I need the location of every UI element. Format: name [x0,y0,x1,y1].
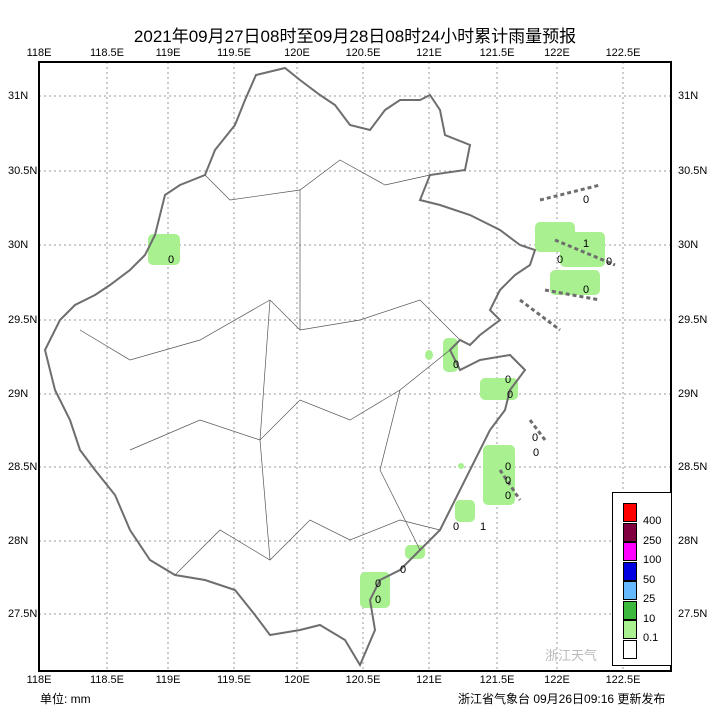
rain-area [425,350,433,360]
lon-tick-label: 120E [284,47,310,59]
lat-tick-label: 29.5N [8,314,38,326]
province-boundary [43,66,537,668]
lon-tick-label: 119.5E [216,674,252,686]
rain-area [148,234,180,265]
rain-value-label: 0 [505,490,511,502]
legend-swatch [623,561,637,581]
lat-tick-label: 31N [678,90,699,102]
city-boundary [79,299,461,361]
legend-label: 0.1 [643,632,659,644]
lat-tick-label: 30.5N [678,165,708,177]
lon-tick-label: 118E [26,674,52,686]
city-boundary [379,389,421,551]
lat-tick-label: 27.5N [678,608,708,620]
lon-tick-label: 121.5E [479,47,515,59]
rain-value-label: 0 [375,594,381,606]
rain-area [560,232,605,267]
lon-tick-label: 120E [284,674,310,686]
legend-swatch [623,600,637,620]
lon-tick-label: 120.5E [345,674,381,686]
rain-value-label: 0 [505,374,511,386]
lon-tick-label: 118.5E [89,47,125,59]
rain-value-label: 0 [453,521,459,533]
lon-tick-label: 119E [155,47,181,59]
legend-swatch [623,620,637,639]
map-frame [38,61,672,672]
lat-tick-label: 27.5N [8,608,38,620]
lat-tick-label: 30.5N [8,165,38,177]
lon-tick-label: 121.5E [479,674,515,686]
rain-value-label: 0 [507,389,513,401]
lat-tick-label: 29N [678,388,699,400]
rain-area [483,445,515,505]
lat-tick-label: 31N [8,90,29,102]
legend-swatch [623,503,637,522]
lon-tick-label: 122E [544,47,570,59]
legend-swatch [623,542,637,561]
island [539,183,601,202]
rain-value-label: 1 [480,521,486,533]
lat-tick-label: 30N [8,239,29,251]
rain-value-label: 0 [505,461,511,473]
rain-value-label: 0 [453,359,459,371]
lon-tick-label: 119.5E [216,47,252,59]
rain-area [490,388,500,398]
unit-label: 单位: mm [40,692,91,706]
rain-area [405,545,425,559]
issuer-text: 浙江省气象台 09月26日09:16 更新发布 [458,692,666,706]
legend: 400 250 100 50 25 10 0.1 [612,492,672,666]
rain-area [455,500,475,522]
lat-tick-label: 28.5N [678,461,708,473]
legend-label: 100 [643,554,662,566]
lat-tick-label: 30N [678,239,699,251]
rain-value-label: 0 [606,256,612,268]
lat-tick-label: 28N [8,535,29,547]
legend-swatch [623,522,637,542]
rain-value-label: 0 [583,194,589,206]
lon-tick-label: 121E [416,47,442,59]
rain-value-label: 0 [505,475,511,487]
lon-tick-label: 120.5E [345,47,381,59]
rain-value-label: 0 [400,564,406,576]
legend-label: 25 [643,593,656,605]
lon-tick-label: 122.5E [605,674,641,686]
rain-value-label: 0 [583,284,589,296]
rain-area [550,270,600,295]
watermark: 浙江天气 [545,648,598,663]
legend-swatch [623,639,637,659]
lon-tick-label: 118.5E [89,674,125,686]
city-boundary [204,159,431,201]
legend-label: 10 [643,612,656,625]
island [544,288,601,302]
map-title: 2021年09月27日08时至09月28日08时24小时累计雨量预报 [133,27,577,46]
rain-value-label: 0 [375,578,381,590]
legend-label: 250 [643,534,662,547]
lon-tick-label: 121E [416,674,442,686]
lat-tick-label: 29.5N [678,314,708,326]
lon-tick-label: 119E [155,674,181,686]
island [519,298,561,332]
island [498,469,522,501]
rain-value-label: 1 [583,238,589,250]
lon-tick-label: 122.5E [605,47,641,59]
city-boundary [174,519,441,576]
lat-tick-label: 28N [678,535,699,547]
legend-swatch [623,581,637,600]
rain-value-label: 0 [557,254,563,266]
rain-area [458,463,464,469]
island [554,238,616,267]
lat-tick-label: 29N [8,388,29,400]
rain-value-label: 0 [532,432,538,444]
rain-value-label: 0 [168,254,174,266]
legend-label: 400 [643,515,662,527]
city-boundary [259,299,271,561]
legend-label: 50 [643,573,656,586]
city-boundary [129,349,451,451]
rain-value-label: 0 [533,447,539,459]
lon-tick-label: 122E [544,674,570,686]
lat-tick-label: 28.5N [8,461,38,473]
lon-tick-label: 118E [26,47,52,59]
